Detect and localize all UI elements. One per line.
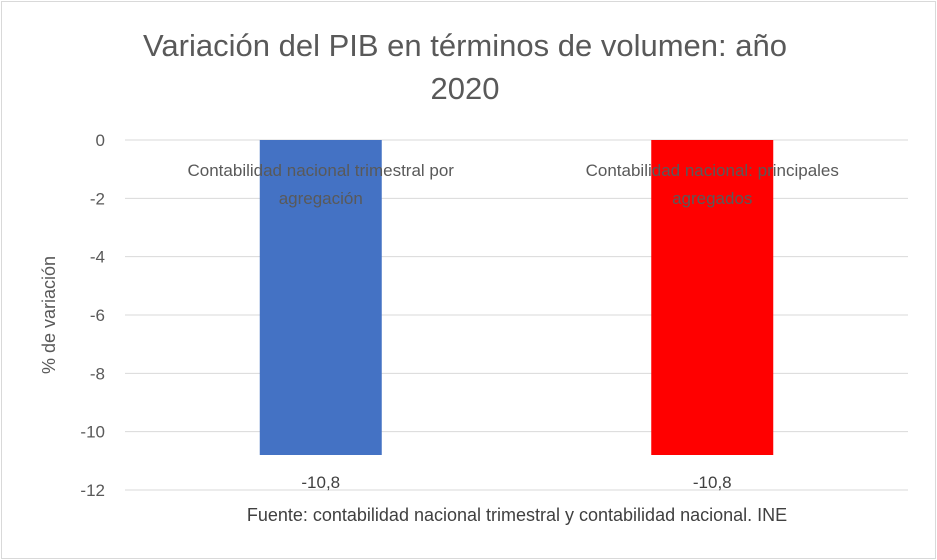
category-label: Contabilidad nacional: principales [586,161,839,180]
y-tick-label: -2 [90,189,105,208]
data-label: -10,8 [301,473,340,492]
bar-2 [651,140,774,455]
source-note: Fuente: contabilidad nacional trimestral… [247,505,787,525]
data-label: -10,8 [693,473,732,492]
y-tick-label: -6 [90,306,105,325]
y-tick-label: -12 [80,481,105,500]
y-tick-label: -8 [90,364,105,383]
y-tick-label: 0 [96,131,105,150]
category-label: agregación [279,189,363,208]
chart-title-line: 2020 [431,71,500,106]
category-label: Contabilidad nacional trimestral por [188,161,455,180]
bar-1 [259,140,382,455]
y-tick-label: -4 [90,248,105,267]
category-label: agregados [672,189,752,208]
y-axis-title: % de variación [39,256,59,374]
chart-title-line: Variación del PIB en términos de volumen… [143,28,787,63]
y-tick-label: -10 [80,423,105,442]
